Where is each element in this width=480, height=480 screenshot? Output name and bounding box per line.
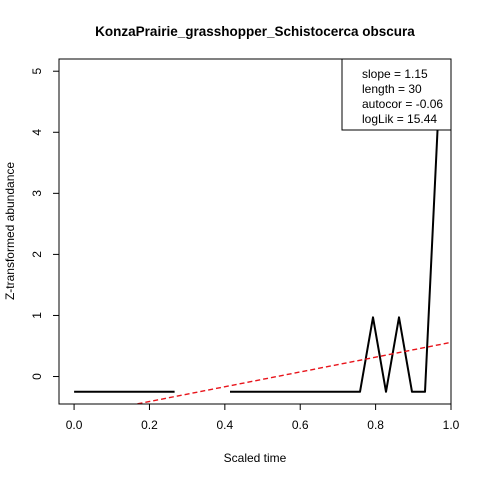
y-tick-label: 1 — [30, 312, 44, 319]
legend-line-loglik: logLik = 15.44 — [362, 112, 437, 126]
y-axis-label: Z-transformed abundance — [3, 162, 17, 300]
legend: slope = 1.15 length = 30 autocor = -0.06… — [341, 58, 452, 131]
series-line-trend — [133, 341, 451, 404]
x-tick-label: 0.6 — [292, 418, 309, 432]
series-line-observed — [230, 59, 448, 393]
y-tick-label: 0 — [30, 373, 44, 380]
x-tick-label: 1.0 — [443, 418, 460, 432]
x-tick-label: 0.0 — [66, 418, 83, 432]
series-layer — [74, 59, 451, 404]
legend-line-length: length = 30 — [362, 82, 422, 96]
x-axis: 0.0 0.2 0.4 0.6 0.8 1.0 — [66, 403, 460, 432]
y-tick-label: 3 — [30, 190, 44, 197]
legend-box — [341, 58, 452, 131]
y-tick-label: 4 — [30, 129, 44, 136]
x-axis-label: Scaled time — [224, 451, 287, 465]
chart-title: KonzaPrairie_grasshopper_Schistocerca ob… — [95, 24, 415, 39]
legend-line-slope: slope = 1.15 — [362, 67, 428, 81]
y-tick-label: 5 — [30, 68, 44, 75]
y-axis: 0 1 2 3 4 5 — [30, 68, 60, 380]
legend-line-autocor: autocor = -0.06 — [362, 97, 443, 111]
x-tick-label: 0.2 — [141, 418, 158, 432]
x-tick-label: 0.4 — [217, 418, 234, 432]
x-tick-label: 0.8 — [367, 418, 384, 432]
y-tick-label: 2 — [30, 251, 44, 258]
